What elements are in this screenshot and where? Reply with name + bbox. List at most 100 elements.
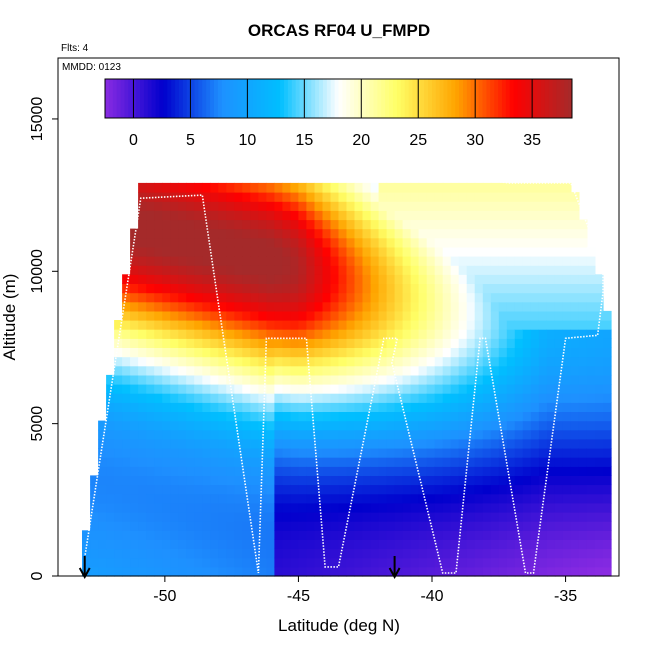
heatmap-cell <box>162 530 171 540</box>
heatmap-cell <box>330 320 340 330</box>
heatmap-cell <box>306 283 315 294</box>
heatmap-cell <box>506 374 516 385</box>
heatmap-cell <box>506 475 516 486</box>
heatmap-cell <box>530 512 540 522</box>
heatmap-cell <box>330 201 340 211</box>
heatmap-cell <box>498 484 508 495</box>
heatmap-cell <box>578 493 588 504</box>
heatmap-cell <box>306 548 315 559</box>
heatmap-cell <box>106 512 115 522</box>
heatmap-cell <box>146 566 155 577</box>
heatmap-cell <box>538 274 548 284</box>
heatmap-cell <box>282 493 291 504</box>
heatmap-cell <box>595 557 604 568</box>
heatmap-cell <box>130 347 139 358</box>
heatmap-cell <box>226 192 235 202</box>
heatmap-cell <box>306 384 315 394</box>
heatmap-cell <box>530 356 540 367</box>
heatmap-cell <box>570 237 580 248</box>
heatmap-cell <box>290 557 299 568</box>
heatmap-cell <box>362 192 372 202</box>
heatmap-cell <box>474 246 484 257</box>
heatmap-cell <box>282 530 291 540</box>
heatmap-cell <box>418 246 428 257</box>
heatmap-cell <box>186 210 195 221</box>
heatmap-cell <box>418 448 428 458</box>
heatmap-cell <box>522 512 532 522</box>
heatmap-cell <box>258 347 267 358</box>
heatmap-cell <box>138 329 147 339</box>
heatmap-cell <box>346 420 356 431</box>
heatmap-cell <box>266 310 275 321</box>
heatmap-cell <box>586 512 596 522</box>
heatmap-cell <box>386 539 396 550</box>
heatmap-cell <box>290 448 299 458</box>
heatmap-cell <box>130 457 139 467</box>
heatmap-cell <box>410 320 420 330</box>
heatmap-cell <box>354 365 364 376</box>
heatmap-cell <box>322 374 332 385</box>
heatmap-cell <box>194 521 203 531</box>
heatmap-cell <box>298 530 307 540</box>
heatmap-cell <box>554 301 564 312</box>
heatmap-cell <box>290 329 299 339</box>
heatmap-cell <box>570 228 580 239</box>
heatmap-cell <box>418 475 428 486</box>
heatmap-cell <box>226 548 235 559</box>
heatmap-cell <box>530 192 540 202</box>
heatmap-cell <box>194 475 203 486</box>
heatmap-cell <box>274 283 283 294</box>
heatmap-cell <box>282 448 291 458</box>
heatmap-cell <box>314 374 324 385</box>
heatmap-cell <box>538 201 548 211</box>
heatmap-cell <box>562 393 572 403</box>
heatmap-cell <box>178 310 187 321</box>
heatmap-cell <box>538 347 548 358</box>
heatmap-cell <box>426 384 436 394</box>
heatmap-cell <box>186 384 195 394</box>
heatmap-cell <box>490 237 500 248</box>
heatmap-cell <box>354 283 364 294</box>
heatmap-cell <box>394 301 404 312</box>
colorbar-swatch <box>435 79 441 118</box>
heatmap-cell <box>322 402 332 412</box>
heatmap-cell <box>138 566 147 577</box>
heatmap-cell <box>386 182 396 193</box>
heatmap-cell <box>218 228 227 239</box>
heatmap-cell <box>522 420 532 431</box>
heatmap-cell <box>290 521 299 531</box>
heatmap-cell <box>578 411 588 422</box>
heatmap-cell <box>514 283 524 294</box>
heatmap-cell <box>266 301 275 312</box>
heatmap-cell <box>442 347 452 358</box>
heatmap-cell <box>562 329 572 339</box>
heatmap-cell <box>362 301 372 312</box>
heatmap-cell <box>570 292 580 303</box>
heatmap-cell <box>402 237 412 248</box>
heatmap-cell <box>386 493 396 504</box>
heatmap-cell <box>314 310 324 321</box>
heatmap-cell <box>386 393 396 403</box>
heatmap-cell <box>242 219 251 230</box>
heatmap-cell <box>434 457 444 467</box>
heatmap-cell <box>146 219 155 230</box>
heatmap-cell <box>458 182 468 193</box>
heatmap-cell <box>242 347 251 358</box>
heatmap-cell <box>402 283 412 294</box>
heatmap-cell <box>314 502 324 513</box>
heatmap-cell <box>386 256 396 266</box>
heatmap-cell <box>394 448 404 458</box>
heatmap-cell <box>506 393 516 403</box>
colorbar-swatch <box>494 79 499 118</box>
heatmap-cell <box>306 530 315 540</box>
heatmap-cell <box>482 457 492 467</box>
heatmap-cell <box>138 384 147 394</box>
heatmap-cell <box>570 493 580 504</box>
heatmap-cell <box>314 292 324 303</box>
heatmap-cell <box>603 539 612 550</box>
heatmap-cell <box>378 265 388 275</box>
heatmap-cell <box>546 374 556 385</box>
heatmap-cell <box>290 219 299 230</box>
heatmap-cell <box>410 256 420 266</box>
heatmap-cell <box>458 265 468 275</box>
